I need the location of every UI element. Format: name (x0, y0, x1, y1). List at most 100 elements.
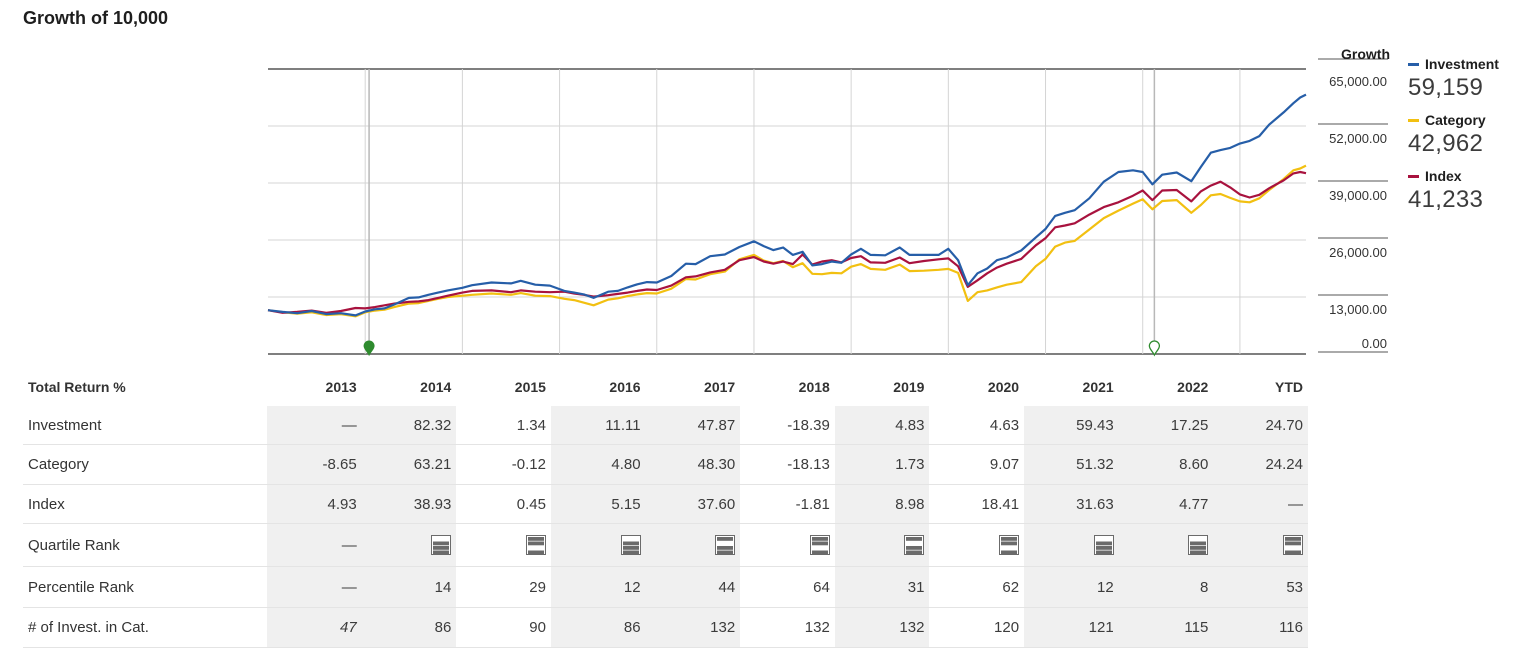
table-cell: 38.93 (361, 484, 457, 524)
table-cell: 4.77 (1118, 484, 1214, 524)
column-header: 2021 (1082, 379, 1114, 395)
legend-value-index: 41,233 (1408, 186, 1484, 213)
table-cell: 1.73 (834, 444, 930, 485)
series-line-category (267, 164, 1307, 318)
table-cell: 82.32 (361, 406, 457, 445)
table-cell: 31 (834, 566, 930, 608)
table-cell: 4.80 (550, 444, 646, 485)
returns-table: Total Return % 2013 2014 2015 2016 2017 … (23, 368, 1308, 648)
table-cell: 1.34 (456, 406, 551, 445)
legend-label-index: Index (1425, 168, 1462, 184)
quartile-rank-icon (550, 523, 646, 567)
table-cell: 18.41 (929, 484, 1025, 524)
table-cell: -1.81 (740, 484, 835, 524)
legend-value-investment: 59,159 (1408, 74, 1484, 101)
column-header: 2020 (987, 379, 1020, 395)
table-row-investment: Investment — 82.32 1.34 11.11 47.87 -18.… (23, 406, 1308, 445)
table-cell: 8.60 (1118, 444, 1214, 485)
table-cell: 90 (456, 607, 551, 648)
table-cell: 121 (1024, 607, 1119, 648)
row-label: Investment (23, 406, 268, 445)
row-label: Quartile Rank (23, 523, 268, 567)
y-tick-label: 39,000.00 (1329, 188, 1387, 203)
y-tick-label: 52,000.00 (1329, 131, 1387, 146)
table-cell: 12 (550, 566, 646, 608)
table-cell: 120 (929, 607, 1025, 648)
column-header: 2014 (420, 379, 452, 395)
row-label: Category (23, 444, 268, 485)
quartile-rank-icon (361, 523, 457, 567)
y-tick-label: 26,000.00 (1329, 245, 1387, 260)
table-cell: 132 (645, 607, 741, 648)
table-cell: 59.43 (1024, 406, 1119, 445)
table-row-category: Category -8.65 63.21 -0.12 4.80 48.30 -1… (23, 444, 1308, 485)
table-row-quartile-rank: Quartile Rank — (23, 523, 1308, 567)
series-line-index (267, 170, 1307, 314)
table-cell: 64 (740, 566, 835, 608)
table-cell: 47 (267, 607, 362, 648)
table-cell: 17.25 (1118, 406, 1214, 445)
table-cell: 4.93 (267, 484, 362, 524)
column-header: 2019 (893, 379, 925, 395)
column-header: 2018 (798, 379, 830, 395)
column-header: 2016 (609, 379, 641, 395)
table-cell: 51.32 (1024, 444, 1119, 485)
table-cell: 5.15 (550, 484, 646, 524)
legend-label-investment: Investment (1425, 56, 1499, 72)
growth-chart: 65,000.00 52,000.00 39,000.00 26,000.00 13,0… (267, 58, 1388, 357)
legend: Investment 59,159 Category 42,962 Index … (1408, 56, 1523, 224)
legend-item-investment[interactable]: Investment 59,159 (1408, 56, 1523, 102)
table-cell: 29 (456, 566, 551, 608)
legend-item-category[interactable]: Category 42,962 (1408, 112, 1523, 158)
table-cell: 53 (1213, 566, 1308, 608)
table-cell: 44 (645, 566, 741, 608)
table-row-index: Index 4.93 38.93 0.45 5.15 37.60 -1.81 8… (23, 484, 1308, 524)
table-cell: 9.07 (929, 444, 1025, 485)
column-header: YTD (1275, 379, 1303, 395)
table-cell: 12 (1024, 566, 1119, 608)
quartile-rank-icon (645, 523, 741, 567)
table-cell: 132 (740, 607, 835, 648)
quartile-rank-icon (1024, 523, 1119, 567)
table-cell: 63.21 (361, 444, 457, 485)
table-cell: 4.63 (929, 406, 1025, 445)
quartile-rank-icon (834, 523, 930, 567)
table-cell: 11.11 (550, 406, 646, 445)
table-cell: 24.70 (1213, 406, 1308, 445)
table-cell: 116 (1213, 607, 1308, 648)
quartile-rank-icon (740, 523, 835, 567)
y-tick-label: 0.00 (1362, 336, 1387, 351)
table-cell: 31.63 (1024, 484, 1119, 524)
legend-swatch-index (1408, 174, 1419, 178)
table-cell: 48.30 (645, 444, 741, 485)
table-cell: 62 (929, 566, 1025, 608)
table-cell: 86 (550, 607, 646, 648)
table-cell: 115 (1118, 607, 1214, 648)
quartile-rank-icon (1213, 523, 1308, 567)
table-cell: 37.60 (645, 484, 741, 524)
table-cell: — (267, 566, 362, 608)
row-label: Index (23, 484, 268, 524)
table-cell: — (267, 406, 362, 445)
series-line-investment (267, 93, 1307, 317)
row-label: Percentile Rank (23, 566, 268, 608)
table-cell: 4.83 (834, 406, 930, 445)
table-cell: 47.87 (645, 406, 741, 445)
quartile-rank-icon (1118, 523, 1214, 567)
column-header: 2017 (704, 379, 736, 395)
table-row-num-investments: # of Invest. in Cat. 47 86 90 86 132 132… (23, 607, 1308, 648)
legend-item-index[interactable]: Index 41,233 (1408, 168, 1523, 214)
column-header: 2013 (325, 379, 357, 395)
table-cell: 132 (834, 607, 930, 648)
table-cell: -0.12 (456, 444, 551, 485)
row-label: # of Invest. in Cat. (23, 607, 268, 648)
table-header-row: Total Return % 2013 2014 2015 2016 2017 … (23, 368, 1308, 406)
event-marker-icon (1148, 340, 1161, 357)
chart-title: Growth of 10,000 (23, 8, 169, 28)
event-marker-icon (363, 340, 375, 357)
table-row-percentile-rank: Percentile Rank — 14 29 12 44 64 31 62 1… (23, 566, 1308, 608)
legend-swatch-investment (1408, 62, 1419, 66)
quartile-rank-icon (929, 523, 1025, 567)
legend-label-category: Category (1425, 112, 1486, 128)
table-cell: 24.24 (1213, 444, 1308, 485)
